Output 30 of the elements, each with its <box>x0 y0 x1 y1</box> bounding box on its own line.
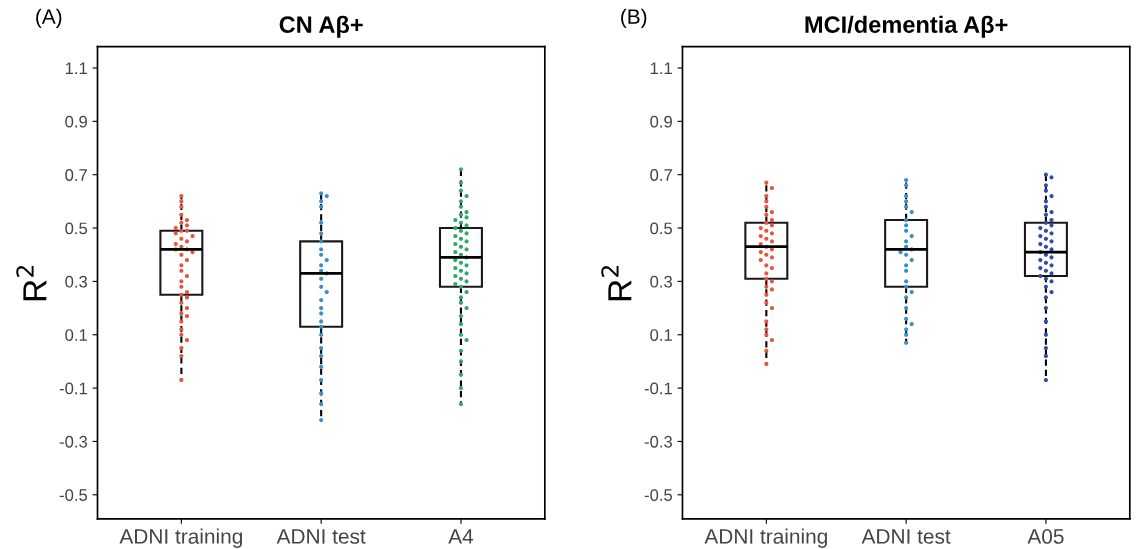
x-tick-label: ADNI training <box>704 528 827 548</box>
y-tick-label: -0.1 <box>59 382 87 395</box>
x-tick-label: ADNI test <box>276 529 366 544</box>
y-tick-label: 0.5 <box>65 222 88 235</box>
y-axis-title: R$^{2}$ <box>601 266 632 301</box>
y-tick-label: 0.3 <box>650 275 673 288</box>
x-tick-label: A05 <box>1027 529 1064 544</box>
y-tick-label: 0.1 <box>65 329 87 341</box>
text: (A) <box>36 8 62 29</box>
y-tick-label: 0.9 <box>65 115 87 128</box>
y-tick-label: -0.3 <box>644 435 673 448</box>
y-tick-label: 0.7 <box>650 169 672 181</box>
y-tick-label: -0.1 <box>644 382 672 395</box>
y-axis-title: R$^{2}$ <box>16 266 47 301</box>
y-tick-label: 0.9 <box>650 115 672 128</box>
chart-title: MCI/dementia Aβ+ <box>805 15 1008 38</box>
y-tick-label: 0.5 <box>650 222 673 235</box>
y-tick-label: -0.5 <box>59 489 88 501</box>
y-tick-label: 0.7 <box>65 169 87 181</box>
y-tick-label: 0.1 <box>650 329 672 341</box>
x-tick-label: ADNI training <box>119 528 242 548</box>
y-tick-label: 0.3 <box>65 275 88 288</box>
x-tick-label: ADNI test <box>861 529 951 544</box>
y-tick-label: 1.1 <box>65 62 87 75</box>
y-tick-label: -0.5 <box>644 489 673 501</box>
text: (B) <box>621 8 647 29</box>
y-tick-label: -0.3 <box>59 435 88 448</box>
y-tick-label: 1.1 <box>650 62 672 75</box>
x-tick-label: A4 <box>448 529 474 544</box>
chart-title: CN Aβ+ <box>279 15 363 38</box>
